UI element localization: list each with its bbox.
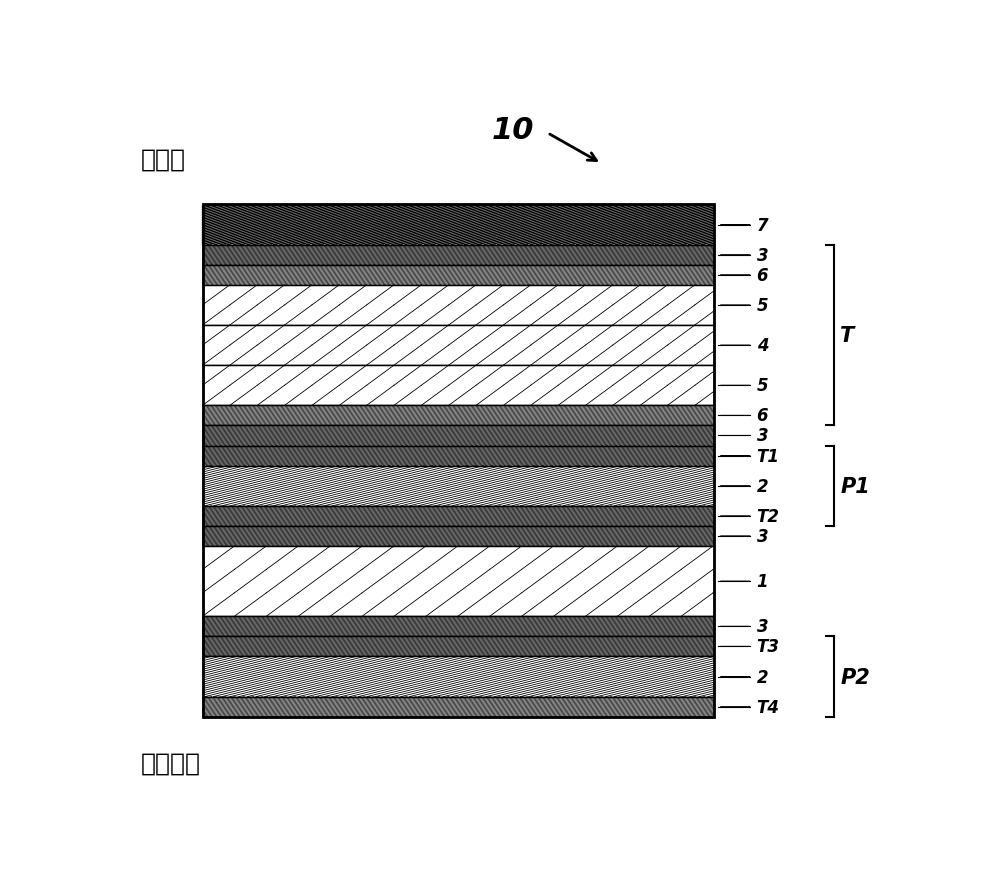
Text: P2: P2	[840, 667, 870, 687]
Bar	[202, 637, 714, 657]
Text: 7: 7	[757, 216, 768, 234]
Bar	[202, 206, 714, 245]
Text: 识别侧: 识别侧	[140, 147, 186, 171]
Bar	[202, 245, 714, 266]
Text: T1: T1	[757, 447, 780, 465]
Bar	[202, 446, 714, 466]
Text: T: T	[840, 326, 855, 346]
Text: 6: 6	[757, 407, 768, 425]
Text: 6: 6	[757, 267, 768, 284]
Bar	[202, 206, 714, 717]
Text: P1: P1	[840, 476, 870, 496]
Text: T3: T3	[757, 638, 780, 656]
Bar	[202, 657, 714, 697]
Bar	[202, 697, 714, 717]
Bar	[202, 266, 714, 285]
Bar	[202, 406, 714, 426]
Bar	[202, 426, 714, 446]
Bar	[202, 526, 714, 547]
Text: 4: 4	[757, 337, 768, 354]
Text: 背光灯侧: 背光灯侧	[140, 751, 200, 775]
Bar	[202, 617, 714, 637]
Text: 5: 5	[757, 297, 768, 315]
Text: 2: 2	[757, 668, 768, 686]
Text: 1: 1	[757, 572, 768, 590]
Text: 2: 2	[757, 478, 768, 495]
Text: T4: T4	[757, 698, 780, 716]
Bar	[202, 547, 714, 617]
Bar	[202, 366, 714, 406]
Bar	[202, 506, 714, 526]
Bar	[202, 326, 714, 366]
Text: 5: 5	[757, 377, 768, 395]
Text: 3: 3	[757, 246, 768, 264]
Text: 3: 3	[757, 618, 768, 635]
Text: 3: 3	[757, 527, 768, 545]
Text: 3: 3	[757, 427, 768, 445]
Bar	[202, 466, 714, 506]
Text: T2: T2	[757, 508, 780, 525]
Text: 10: 10	[491, 116, 534, 144]
Bar	[202, 285, 714, 326]
